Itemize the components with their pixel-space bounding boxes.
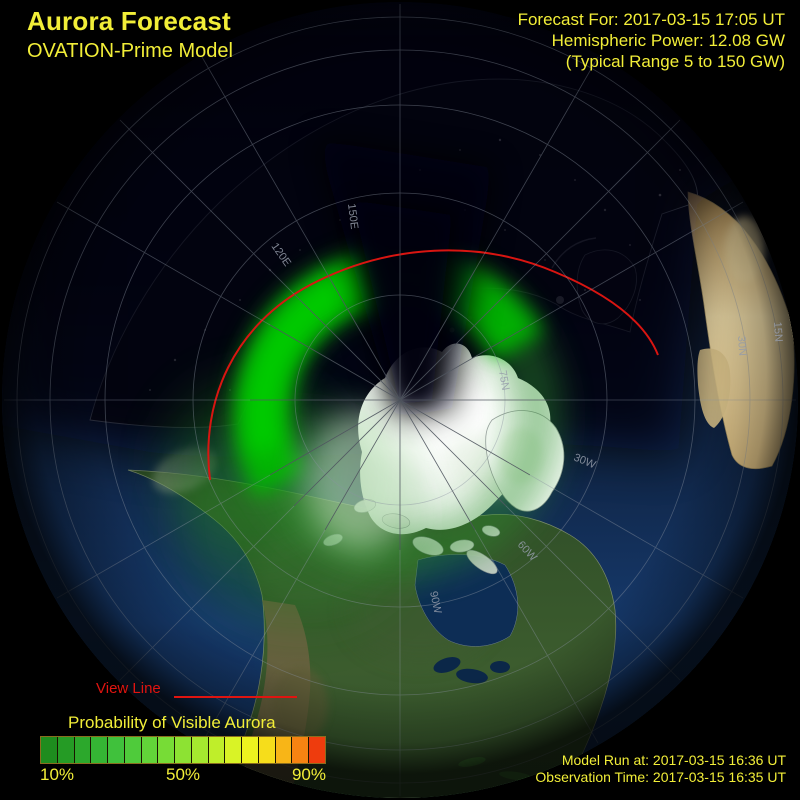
run-info: Model Run at: 2017-03-15 16:36 UT Observ…	[535, 752, 786, 786]
graticule-label: 75N	[496, 369, 511, 391]
hemispheric-power: Hemispheric Power: 12.08 GW	[551, 31, 785, 50]
tick-50: 50%	[165, 765, 201, 784]
colorbar-cell	[108, 737, 124, 763]
model-subtitle: OVATION-Prime Model	[27, 40, 233, 62]
colorbar-ticks: 10% 50% 90%	[40, 765, 326, 785]
tick-90: 90%	[291, 765, 326, 784]
colorbar-cell	[141, 737, 158, 763]
typical-range: (Typical Range 5 to 150 GW)	[565, 52, 785, 71]
graticule-label: 30N	[735, 335, 748, 356]
colorbar	[40, 736, 326, 764]
colorbar-cell	[175, 737, 191, 763]
probability-label: Probability of Visible Aurora	[68, 713, 276, 732]
colorbar-cell	[74, 737, 91, 763]
graticule-label: 150E	[345, 203, 360, 230]
model-run-time: Model Run at: 2017-03-15 16:36 UT	[561, 752, 786, 768]
observation-time: Observation Time: 2017-03-15 16:35 UT	[535, 769, 786, 785]
colorbar-cell	[242, 737, 258, 763]
forecast-info: Forecast For: 2017-03-15 17:05 UT Hemisp…	[518, 9, 785, 72]
colorbar-cell	[309, 737, 326, 763]
graticule-label: 90W	[427, 590, 444, 615]
colorbar-cell	[258, 737, 275, 763]
colorbar-cell	[208, 737, 225, 763]
view-line-sample	[174, 696, 297, 698]
colorbar-cell	[191, 737, 208, 763]
view-line-label: View Line	[96, 680, 161, 697]
header: Aurora Forecast OVATION-Prime Model	[27, 6, 233, 63]
colorbar-cell	[57, 737, 74, 763]
graticule-label: 15N	[771, 321, 784, 342]
colorbar-cell	[124, 737, 141, 763]
colorbar-cell	[292, 737, 309, 763]
colorbar-cell	[41, 737, 57, 763]
forecast-time: Forecast For: 2017-03-15 17:05 UT	[517, 10, 785, 29]
colorbar-cell	[91, 737, 108, 763]
colorbar-cell	[275, 737, 292, 763]
colorbar-cell	[225, 737, 242, 763]
tick-10: 10%	[40, 765, 75, 784]
colorbar-cell	[158, 737, 175, 763]
page-title: Aurora Forecast	[27, 6, 231, 36]
